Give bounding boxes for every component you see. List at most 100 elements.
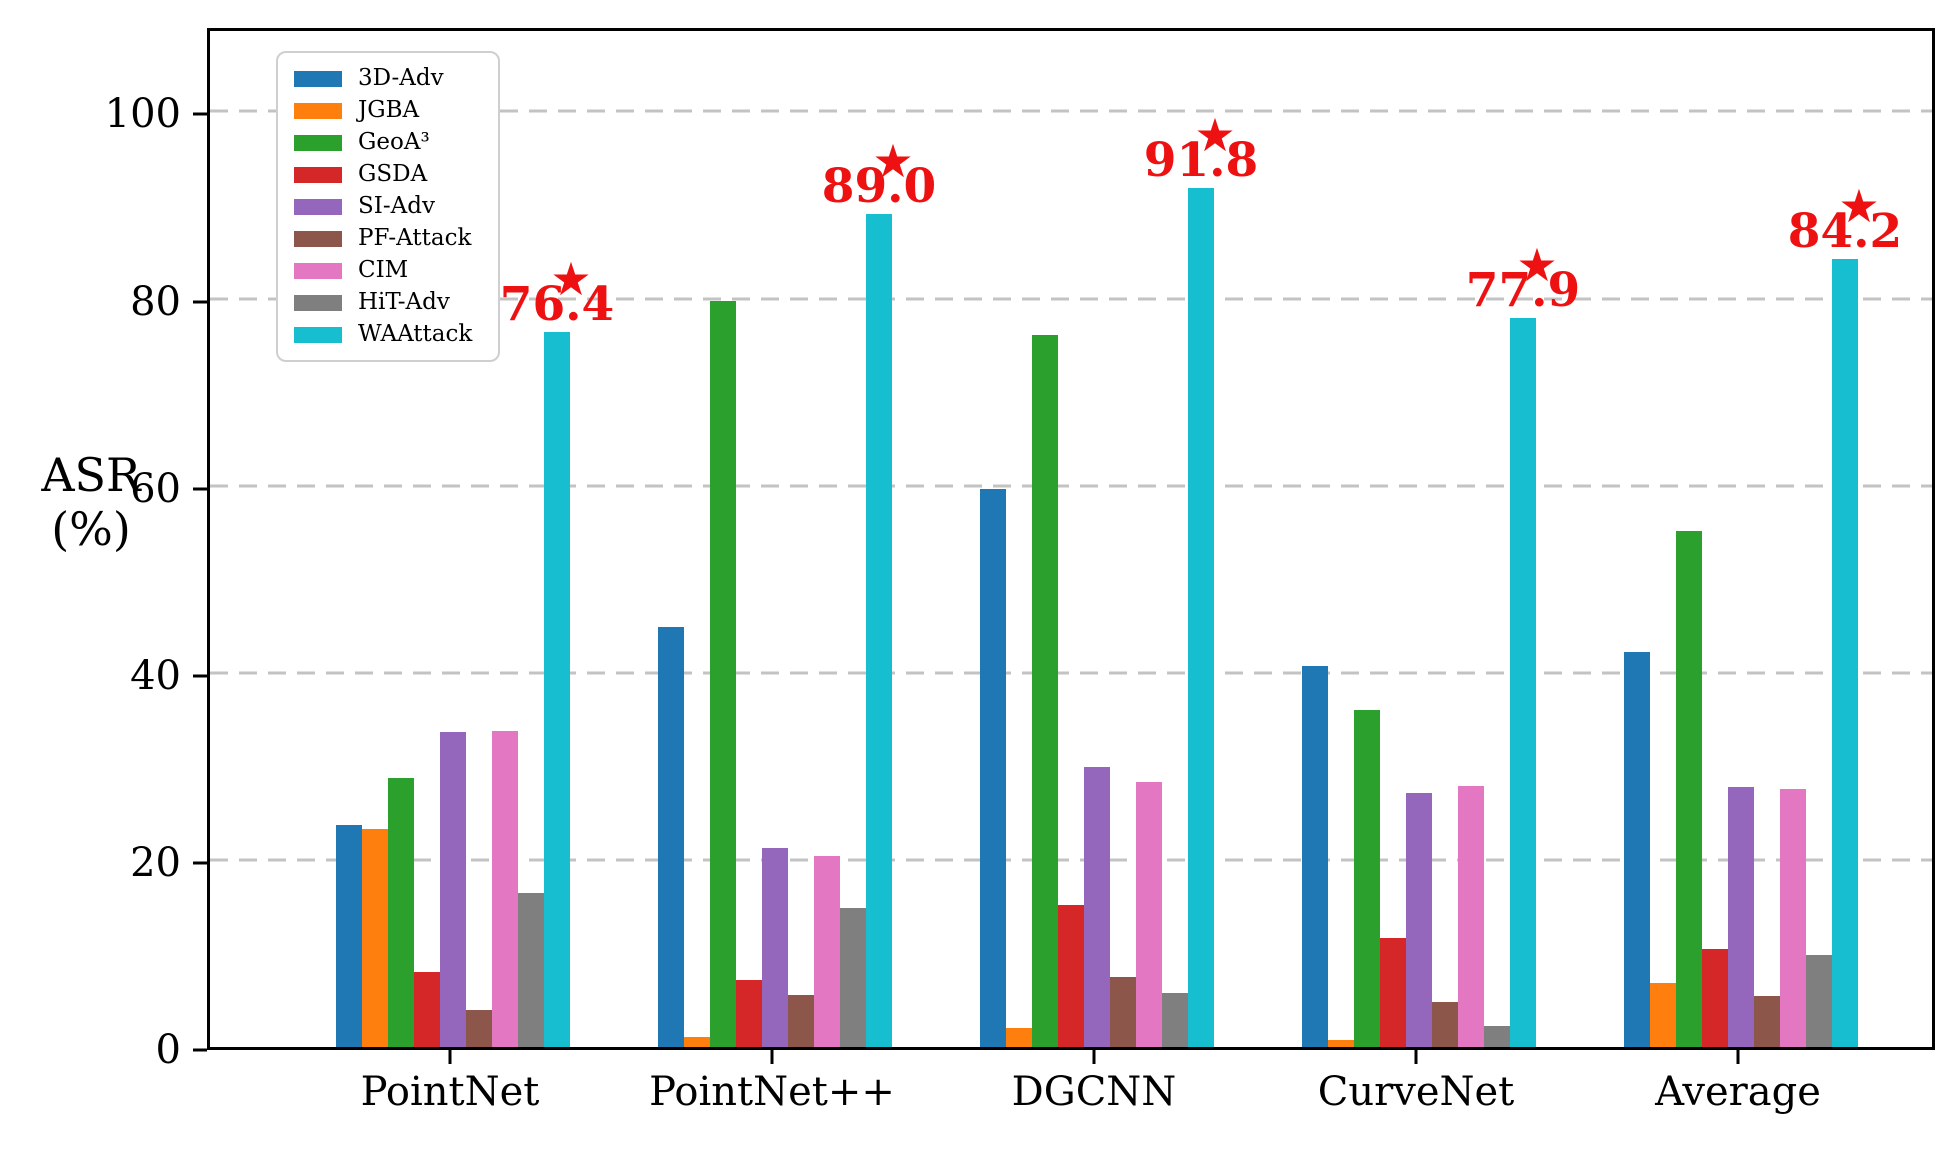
star-icon: ★ bbox=[550, 251, 592, 306]
legend-swatch-cim bbox=[294, 262, 342, 279]
bar-hit-adv-curvenet bbox=[1484, 1026, 1510, 1047]
bar-cim-curvenet bbox=[1458, 785, 1484, 1047]
x-tick-mark-average bbox=[1736, 1050, 1740, 1064]
bar-jgba-pointnet bbox=[684, 1036, 710, 1047]
legend-item-waattack: WAAttack bbox=[294, 323, 472, 346]
bar-3d-adv-pointnet bbox=[658, 626, 684, 1047]
y-axis-title-line2: (%) bbox=[51, 502, 131, 557]
bar-hit-adv-average bbox=[1806, 955, 1832, 1047]
bar-3d-adv-dgcnn bbox=[980, 489, 1006, 1047]
bar-geoa-pointnet bbox=[710, 301, 736, 1047]
gridline-60 bbox=[210, 484, 1932, 488]
legend-swatch-hit-adv bbox=[294, 294, 342, 311]
bar-jgba-average bbox=[1650, 983, 1676, 1047]
legend-label-gsda: GSDA bbox=[358, 161, 428, 187]
legend-item-jgba: JGBA bbox=[294, 99, 472, 122]
bar-3d-adv-pointnet bbox=[336, 825, 362, 1047]
legend-label-waattack: WAAttack bbox=[358, 321, 473, 347]
x-tick-mark-pointnet bbox=[770, 1050, 774, 1064]
bar-geoa-curvenet bbox=[1354, 710, 1380, 1047]
annotation-value: 91.8 bbox=[1143, 132, 1259, 188]
bar-waattack-average bbox=[1832, 259, 1858, 1047]
bar-waattack-curvenet bbox=[1510, 318, 1536, 1047]
y-axis-title-line1: ASR bbox=[41, 448, 141, 502]
legend-label-jgba: JGBA bbox=[358, 97, 420, 123]
legend-label-pf-attack: PF-Attack bbox=[358, 225, 472, 251]
y-tick-label-0: 0 bbox=[155, 1027, 181, 1073]
y-tick-label-20: 20 bbox=[130, 839, 181, 886]
x-tick-mark-curvenet bbox=[1414, 1050, 1418, 1064]
bar-jgba-dgcnn bbox=[1006, 1028, 1032, 1047]
annotation-value: 77.9 bbox=[1465, 262, 1581, 318]
legend-swatch-geoa bbox=[294, 134, 342, 151]
legend-item-3d-adv: 3D-Adv bbox=[294, 67, 472, 90]
y-axis: 0 20 40 60 80 100 bbox=[0, 28, 207, 1070]
legend-label-si-adv: SI-Adv bbox=[358, 193, 435, 219]
y-tick-mark-100 bbox=[193, 112, 207, 116]
annotation-value: 76.4 bbox=[499, 276, 615, 332]
bar-gsda-curvenet bbox=[1380, 938, 1406, 1047]
bar-geoa-dgcnn bbox=[1032, 335, 1058, 1047]
plot-area: 3D-Adv JGBA GeoA³ GSDA SI-Adv PF-Attack CIM HiT… bbox=[207, 28, 1935, 1050]
legend-item-pf-attack: PF-Attack bbox=[294, 227, 472, 250]
gridline-100 bbox=[210, 109, 1932, 113]
legend-item-gsda: GSDA bbox=[294, 163, 472, 186]
annotation-waattack-curvenet: ★ 77.9 bbox=[1465, 242, 1581, 318]
x-tick-mark-pointnet bbox=[448, 1050, 452, 1064]
annotation-value: 89.0 bbox=[821, 158, 937, 214]
gridline-20 bbox=[210, 858, 1932, 862]
bar-waattack-pointnet bbox=[866, 214, 892, 1047]
annotation-waattack-pointnet: ★ 89.0 bbox=[821, 133, 937, 214]
bar-waattack-pointnet bbox=[544, 332, 570, 1047]
bar-si-adv-pointnet bbox=[762, 847, 788, 1047]
legend-item-hit-adv: HiT-Adv bbox=[294, 291, 472, 314]
legend: 3D-Adv JGBA GeoA³ GSDA SI-Adv PF-Attack CIM HiT… bbox=[276, 51, 501, 362]
legend-item-si-adv: SI-Adv bbox=[294, 195, 472, 218]
y-tick-mark-80 bbox=[193, 300, 207, 304]
legend-swatch-gsda bbox=[294, 166, 342, 183]
x-tick-mark-dgcnn bbox=[1092, 1050, 1096, 1064]
y-tick-label-40: 40 bbox=[130, 652, 181, 699]
legend-label-geoa: GeoA³ bbox=[358, 129, 430, 155]
bar-cim-dgcnn bbox=[1136, 782, 1162, 1047]
bar-cim-average bbox=[1780, 788, 1806, 1047]
annotation-waattack-dgcnn: ★ 91.8 bbox=[1143, 107, 1259, 188]
legend-label-hit-adv: HiT-Adv bbox=[358, 289, 450, 315]
x-axis: PointNet PointNet++ DGCNN CurveNet Average bbox=[207, 1050, 1935, 1151]
legend-swatch-waattack bbox=[294, 326, 342, 343]
bar-hit-adv-dgcnn bbox=[1162, 992, 1188, 1047]
bar-cim-pointnet bbox=[814, 856, 840, 1047]
bar-gsda-pointnet bbox=[414, 972, 440, 1047]
legend-swatch-jgba bbox=[294, 102, 342, 119]
y-tick-mark-20 bbox=[193, 861, 207, 865]
bar-pf-attack-average bbox=[1754, 995, 1780, 1047]
bar-pf-attack-curvenet bbox=[1432, 1002, 1458, 1047]
bar-cim-pointnet bbox=[492, 730, 518, 1047]
y-tick-mark-40 bbox=[193, 674, 207, 678]
bar-gsda-average bbox=[1702, 948, 1728, 1047]
star-icon: ★ bbox=[1838, 178, 1880, 233]
legend-swatch-pf-attack bbox=[294, 230, 342, 247]
bar-pf-attack-dgcnn bbox=[1110, 976, 1136, 1047]
x-tick-label-dgcnn: DGCNN bbox=[1011, 1069, 1177, 1115]
bar-pf-attack-pointnet bbox=[466, 1009, 492, 1047]
bar-3d-adv-curvenet bbox=[1302, 666, 1328, 1047]
gridline-40 bbox=[210, 671, 1932, 675]
legend-item-geoa: GeoA³ bbox=[294, 131, 472, 154]
star-icon: ★ bbox=[872, 133, 914, 188]
bar-hit-adv-pointnet bbox=[518, 892, 544, 1047]
bar-geoa-pointnet bbox=[388, 777, 414, 1047]
x-tick-label-average: Average bbox=[1655, 1069, 1821, 1115]
bar-si-adv-average bbox=[1728, 786, 1754, 1047]
y-tick-label-100: 100 bbox=[104, 91, 181, 138]
star-icon: ★ bbox=[1194, 107, 1236, 162]
y-tick-label-60: 60 bbox=[130, 465, 181, 512]
bar-waattack-dgcnn bbox=[1188, 188, 1214, 1047]
bar-si-adv-curvenet bbox=[1406, 793, 1432, 1047]
bar-si-adv-dgcnn bbox=[1084, 767, 1110, 1047]
y-tick-mark-60 bbox=[193, 487, 207, 491]
annotation-waattack-pointnet: ★ 76.4 bbox=[499, 251, 615, 332]
y-tick-label-80: 80 bbox=[130, 278, 181, 325]
legend-swatch-si-adv bbox=[294, 198, 342, 215]
